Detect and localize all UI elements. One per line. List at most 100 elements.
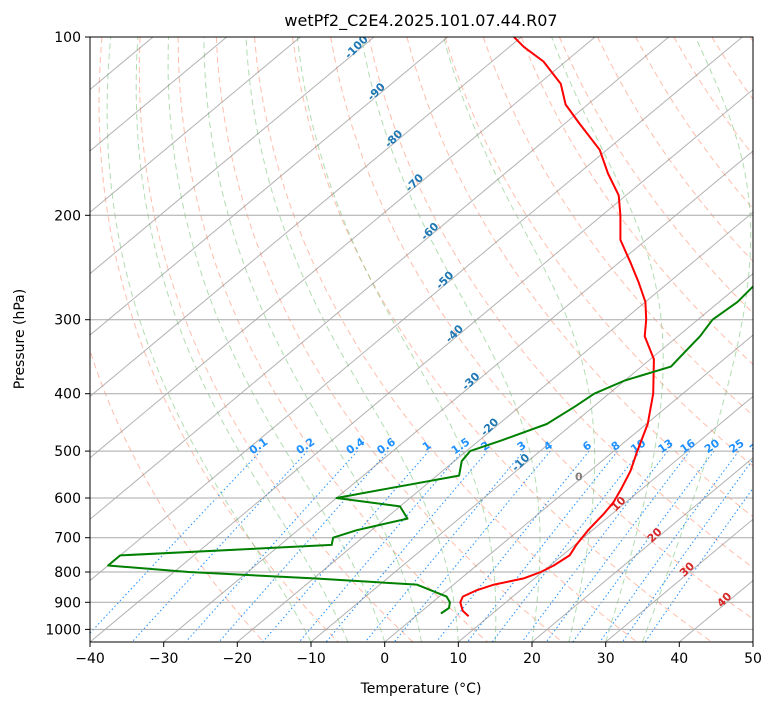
warm-isotherm-label: 30 xyxy=(677,559,697,579)
isotherm-line xyxy=(90,37,743,582)
mixing-ratio-line xyxy=(599,450,740,642)
x-tick-label: 20 xyxy=(523,651,541,667)
moist-adiabat-line xyxy=(551,37,664,642)
dry-adiabat-line xyxy=(292,37,712,642)
dry-adiabat-line xyxy=(253,37,638,642)
dry-adiabat-line xyxy=(368,37,753,569)
moist-adiabat-line xyxy=(296,37,497,642)
isotherm-line xyxy=(457,395,753,642)
moist-adiabat-line xyxy=(135,37,349,642)
dry-adiabat-line xyxy=(635,37,753,210)
plot-frame xyxy=(89,36,754,643)
x-tick-label: 10 xyxy=(449,651,467,667)
isotherm-line xyxy=(310,273,753,642)
axis-ticks: −40 −30 −20 −10 0 10 20 30 40 5010020030040050060… xyxy=(45,30,762,667)
moist-adiabat-line xyxy=(167,37,386,642)
isotherm-line xyxy=(90,37,522,398)
dry-adiabat-line xyxy=(673,37,753,156)
x-tick-label: 50 xyxy=(744,651,762,667)
warm-isotherm-label: 20 xyxy=(645,525,665,545)
x-tick-label: 0 xyxy=(380,651,389,667)
dry-adiabat-line xyxy=(444,37,753,467)
chart-title: wetPf2_C2E4.2025.101.07.44.R07 xyxy=(284,11,557,31)
mixing-ratio-line xyxy=(621,458,753,642)
y-tick-label: 700 xyxy=(54,531,81,547)
isotherm-line xyxy=(90,37,228,152)
y-tick-label: 100 xyxy=(54,30,81,46)
dewpoint-profile-line xyxy=(107,285,753,615)
y-axis-label: Pressure (hPa) xyxy=(12,289,28,389)
mixing-ratio-label: 0.1 xyxy=(247,435,270,457)
mixing-ratio-line xyxy=(325,450,488,642)
y-tick-label: 800 xyxy=(54,565,81,581)
x-tick-label: −10 xyxy=(296,651,326,667)
isotherm-line xyxy=(531,457,753,642)
dry-adiabat-line xyxy=(177,37,488,642)
isotherm-line xyxy=(163,150,753,642)
temperature-profile-line xyxy=(459,37,655,617)
mixing-ratio-line xyxy=(393,450,551,642)
dry-adiabat-line xyxy=(215,37,563,642)
mixing-ratio-line xyxy=(572,450,715,642)
dry-adiabat-line xyxy=(138,37,414,642)
dry-adiabat-line xyxy=(406,37,753,518)
x-tick-label: −20 xyxy=(223,651,253,667)
y-tick-label: 1000 xyxy=(45,622,81,638)
x-tick-label: −40 xyxy=(75,651,105,667)
mixing-ratio-label: 13 xyxy=(656,437,676,456)
isotherm-label: -30 xyxy=(459,370,482,393)
moist-adiabat-line xyxy=(106,37,312,642)
moist-adiabat-line xyxy=(245,37,459,642)
mixing-ratio-label: 36 xyxy=(768,436,775,456)
isotherm-label: -60 xyxy=(418,220,441,243)
dry-adiabat-line xyxy=(330,37,753,620)
mixing-ratio-line xyxy=(364,450,524,642)
y-tick-label: 300 xyxy=(54,313,81,329)
dry-adiabat-line xyxy=(90,348,264,642)
isotherm-line xyxy=(90,88,753,642)
mixing-ratio-line xyxy=(467,450,618,642)
isotherm-line xyxy=(90,37,670,520)
x-tick-label: 40 xyxy=(670,651,688,667)
x-tick-label: 30 xyxy=(597,651,615,667)
mixing-ratio-line xyxy=(131,450,308,642)
x-axis-label: Temperature (°C) xyxy=(360,681,482,697)
isotherm-line xyxy=(384,334,753,642)
y-tick-label: 200 xyxy=(54,208,81,224)
mixing-ratio-line xyxy=(185,450,358,642)
series xyxy=(107,37,753,617)
y-tick-label: 400 xyxy=(54,387,81,403)
mixing-ratio-label: 0.4 xyxy=(344,435,368,457)
isotherm-line xyxy=(0,37,6,642)
dry-adiabat-line xyxy=(482,37,753,416)
background-lines xyxy=(90,37,753,642)
isotherm-line xyxy=(752,641,753,642)
isotherm-label: -70 xyxy=(403,171,426,194)
dry-adiabat-line xyxy=(98,37,339,642)
mixing-ratio-label: 20 xyxy=(702,436,722,456)
isotherm-line xyxy=(90,37,596,459)
zero-isotherm-label: 0 xyxy=(575,470,583,483)
moist-adiabat-line xyxy=(360,37,541,642)
mixing-ratio-line xyxy=(436,450,590,642)
mixing-ratio-label: 16 xyxy=(678,436,698,456)
dry-adiabat-line xyxy=(558,37,753,314)
isotherm-line xyxy=(90,37,375,275)
isotherm-line xyxy=(605,518,753,642)
isotherm-line xyxy=(236,211,753,642)
isotherm-label: -10 xyxy=(509,451,532,474)
moist-adiabat-line xyxy=(642,37,752,642)
mixing-ratio-label: 30 xyxy=(747,436,767,456)
moist-adiabat-line xyxy=(443,37,596,642)
mixing-ratio-label: 0.6 xyxy=(375,435,399,457)
mixing-ratio-line xyxy=(90,450,261,634)
y-tick-label: 600 xyxy=(54,491,81,507)
isotherm-label: -40 xyxy=(443,322,466,345)
dry-adiabat-line xyxy=(711,37,753,101)
mixing-ratio-label: 25 xyxy=(727,437,747,456)
mixing-ratio-line xyxy=(644,487,753,642)
moist-adiabat-line xyxy=(203,37,422,642)
isotherm-line xyxy=(678,579,753,642)
mixing-ratio-line xyxy=(491,450,641,642)
